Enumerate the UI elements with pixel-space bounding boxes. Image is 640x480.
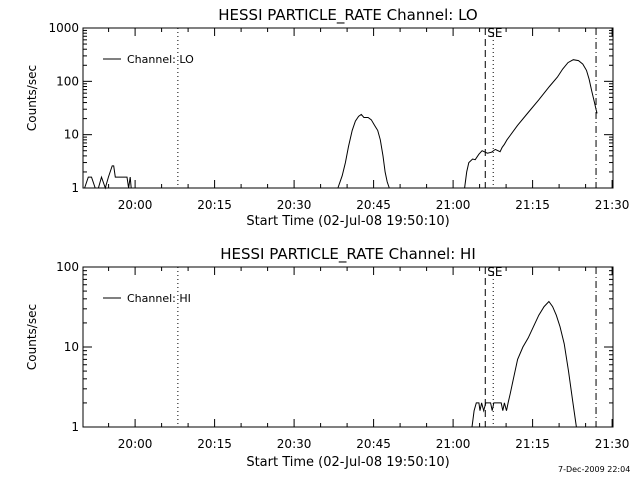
x-tick-label: 21:00 (436, 437, 471, 451)
y-tick-label: 10 (64, 340, 79, 354)
y-axis-label: Counts/sec (25, 304, 39, 370)
x-tick-label: 21:00 (436, 198, 471, 212)
x-tick-label: 20:15 (197, 437, 232, 451)
x-tick-label: 21:30 (595, 198, 630, 212)
y-tick-label: 1 (71, 181, 79, 195)
plot-frame (82, 266, 614, 428)
x-tick-label: 20:00 (118, 198, 153, 212)
x-axis-label: Start Time (02-Jul-08 19:50:10) (246, 214, 449, 229)
chart-title: HESSI PARTICLE_RATE Channel: HI (220, 245, 476, 264)
x-tick-label: 20:15 (197, 198, 232, 212)
x-tick-label: 20:45 (356, 437, 391, 451)
series-line-channel-hi (471, 300, 577, 428)
y-tick-label: 1 (71, 420, 79, 434)
y-tick-label: 100 (56, 260, 79, 274)
y-tick-label: 100 (56, 74, 79, 88)
x-axis-label: Start Time (02-Jul-08 19:50:10) (246, 455, 449, 470)
y-axis-label: Counts/sec (25, 65, 39, 131)
x-tick-label: 21:30 (595, 437, 630, 451)
event-label-se: SE (487, 26, 502, 40)
plot-frame (82, 27, 614, 189)
x-tick-label: 21:15 (515, 437, 550, 451)
series-line-channel-lo (337, 113, 390, 189)
plot-timestamp: 7-Dec-2009 22:04 (558, 465, 631, 474)
y-tick-label: 1000 (48, 21, 79, 35)
y-tick-label: 10 (64, 128, 79, 142)
legend-entry: Channel: HI (127, 292, 191, 305)
chart-panel-1: HESSI PARTICLE_RATE Channel: LO Start Tim… (25, 6, 629, 229)
series-line-channel-lo (464, 59, 598, 189)
chart-title: HESSI PARTICLE_RATE Channel: LO (218, 6, 477, 25)
x-tick-label: 20:45 (356, 198, 391, 212)
x-tick-label: 20:30 (277, 437, 312, 451)
x-tick-label: 20:30 (277, 198, 312, 212)
event-label-se: SE (487, 265, 502, 279)
x-tick-label: 20:00 (118, 437, 153, 451)
legend-entry: Channel: LO (127, 53, 194, 66)
series-line-channel-lo (84, 165, 132, 190)
x-tick-label: 21:15 (515, 198, 550, 212)
chart-panel-2: HESSI PARTICLE_RATE Channel: HI Start Tim… (25, 245, 629, 470)
